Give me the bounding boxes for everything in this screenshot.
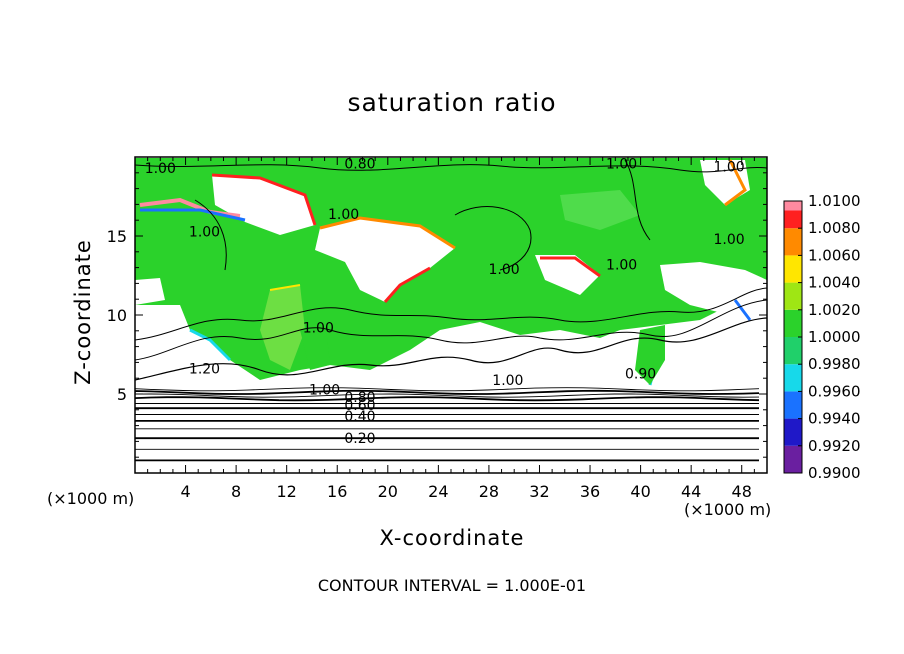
contour-label: 0.20 (344, 431, 375, 447)
contour-label: 1.00 (492, 373, 523, 389)
contour-upper-1 (135, 164, 767, 173)
x-tick-label: 44 (681, 482, 701, 501)
contour-label: 1.00 (309, 382, 340, 398)
edge-warm-7 (269, 284, 301, 291)
colorbar-label: 0.9920 (808, 437, 861, 455)
edge-warm-5 (540, 256, 601, 278)
contour-label: 1.20 (189, 362, 220, 378)
colorbar-label: 1.0020 (808, 301, 861, 319)
contour-level-line (135, 389, 760, 395)
x-unit-label-right: (×1000 m) (684, 500, 772, 519)
x-axis-label: X-coordinate (379, 526, 525, 550)
edge-warm-1 (211, 173, 317, 226)
contour-interval-note: CONTOUR INTERVAL = 1.000E-01 (317, 576, 587, 595)
region-lightgreen-2 (560, 190, 640, 230)
y-tick-label: 15 (107, 227, 127, 246)
edge-cool-3 (733, 299, 752, 321)
colorbar-band (784, 309, 802, 337)
x-tick-label: 4 (180, 482, 190, 501)
hole-center (315, 218, 455, 302)
colorbar-band (784, 282, 802, 310)
colorbar-band (784, 228, 802, 256)
contour-label: 0.80 (344, 390, 375, 406)
x-tick-label: 8 (231, 482, 241, 501)
contour-label: 1.00 (328, 207, 359, 223)
contour-wavy-2 (135, 299, 767, 361)
colorbar-band (784, 391, 802, 419)
x-tick-label: 20 (378, 482, 398, 501)
contour-label: 1.00 (189, 224, 220, 240)
contour-labels: 1.00 0.80 1.00 1.001.001.001.001.00 1.001.00… (145, 156, 745, 447)
edge-cool-1 (140, 208, 246, 222)
contour-label: 1.00 (713, 232, 744, 248)
colorbar-band (784, 418, 802, 446)
saturation-field (135, 158, 767, 462)
colorbar-label: 1.0040 (808, 274, 861, 292)
edge-warm-3 (383, 266, 431, 303)
contour-label: 1.00 (606, 257, 637, 273)
y-tick-label: 10 (107, 306, 127, 325)
x-tick-label: 16 (327, 482, 347, 501)
contour-lines (135, 387, 760, 462)
x-tick-label: 48 (732, 482, 752, 501)
region-lightgreen (260, 285, 305, 370)
contour-upper-2 (194, 159, 651, 271)
colorbar-band-top (784, 201, 802, 211)
contour-label: 0.60 (344, 398, 375, 414)
y-tick-label: 5 (117, 385, 127, 404)
x-unit-label-left: (×1000 m) (47, 489, 135, 508)
edge-warm-6 (724, 159, 747, 207)
x-axis-ticks: 4 8 12 16 20 24 28 32 36 40 44 48 (147, 157, 755, 501)
colorbar: 0.9900 0.9920 0.9940 0.9960 0.9980 1.0000 1.00… (783, 192, 861, 482)
colorbar-band (784, 445, 802, 473)
colorbar-label: 0.9980 (808, 355, 861, 373)
hole-far-right (660, 262, 767, 315)
x-tick-label: 12 (277, 482, 297, 501)
colorbar-label: 1.0080 (808, 219, 861, 237)
y-axis-label: Z-coordinate (71, 239, 95, 385)
contour-level-line (135, 393, 760, 398)
edge-warm-2 (319, 216, 456, 250)
colorbar-label: 1.0000 (808, 328, 861, 346)
contour-label: 1.00 (606, 156, 637, 172)
y-axis-ticks: 5 10 15 (107, 172, 767, 458)
colorbar-label: 0.9940 (808, 410, 861, 428)
colorbar-label: 1.0100 (808, 192, 861, 210)
contour-wavy-3 (135, 287, 767, 341)
colorbar-band (784, 255, 802, 283)
contour-level-line (135, 387, 760, 392)
hole-left (135, 278, 165, 305)
x-tick-label: 24 (428, 482, 448, 501)
contour-label: 1.00 (303, 321, 334, 337)
x-tick-label: 32 (529, 482, 549, 501)
contour-wavy-1 (135, 317, 767, 381)
x-tick-label: 40 (630, 482, 650, 501)
contour-label: 0.40 (344, 409, 375, 425)
contour-label: 0.80 (344, 156, 375, 172)
contour-label: 0.90 (625, 366, 656, 382)
contour-label: 1.00 (713, 159, 744, 175)
contour-level-line (135, 396, 760, 402)
contour-label: 1.00 (145, 161, 176, 177)
colorbar-band (784, 337, 802, 365)
edge-cool-2 (189, 328, 232, 362)
edge-warm-4 (139, 197, 241, 218)
colorbar-band (784, 364, 802, 392)
colorbar-label: 0.9900 (808, 464, 861, 482)
colorbar-label: 0.9960 (808, 382, 861, 400)
colorbar-label: 1.0060 (808, 246, 861, 264)
contour-label: 1.00 (489, 262, 520, 278)
x-tick-label: 36 (580, 482, 600, 501)
region-green-low-2 (300, 320, 330, 370)
x-tick-label: 28 (479, 482, 499, 501)
chart-title: saturation ratio (347, 88, 557, 117)
